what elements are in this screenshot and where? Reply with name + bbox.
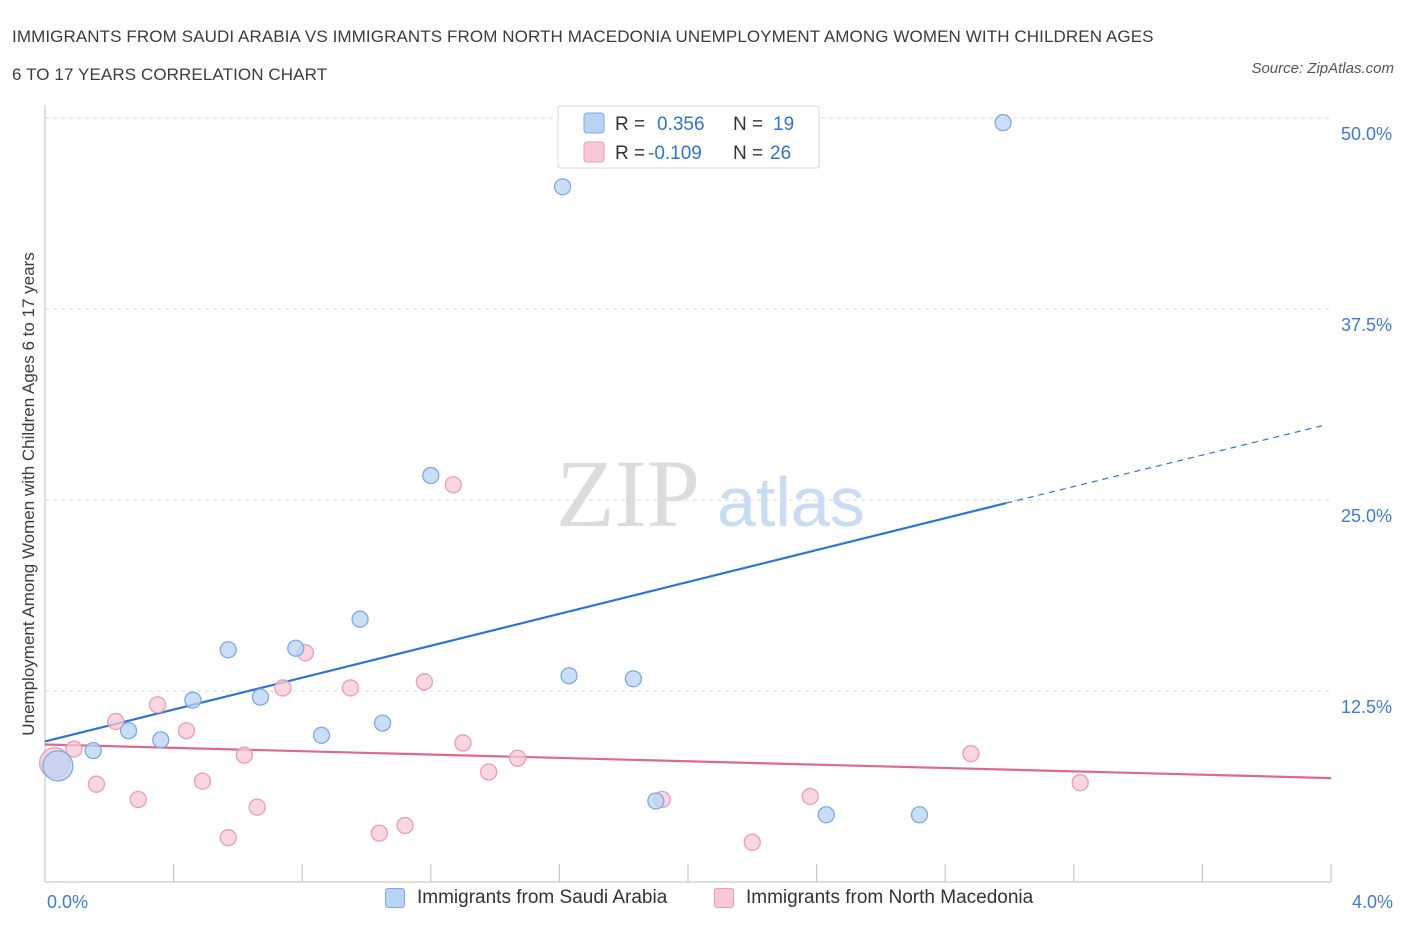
series-legend: Immigrants from Saudi Arabia Immigrants … [0,887,1406,917]
legend-n-value-1: 19 [773,114,794,135]
point-north-macedonia [65,740,83,758]
legend-item-saudi-arabia: Immigrants from Saudi Arabia [385,887,667,909]
trend-line-saudi-arabia [44,501,1007,743]
point-north-macedonia [177,722,196,740]
point-saudi-arabia [152,731,170,749]
point-north-macedonia [801,787,819,806]
y-tick-label: 37.5% [1341,315,1392,335]
point-north-macedonia [480,763,498,781]
grid-lines [45,117,1331,692]
point-north-macedonia [219,829,237,847]
legend-swatch-blue [583,112,605,134]
point-north-macedonia [341,679,360,697]
point-north-macedonia [87,775,106,793]
point-north-macedonia [454,734,472,752]
x-tick-label-min: 0.0% [47,892,88,912]
legend-r-value-2: -0.109 [648,143,702,164]
point-north-macedonia [129,790,147,809]
point-north-macedonia [396,816,414,835]
point-saudi-arabia [910,806,929,824]
watermark-atlas: atlas [717,463,865,541]
point-saudi-arabia [119,722,138,740]
point-north-macedonia [193,772,212,790]
point-north-macedonia [743,833,761,851]
legend-n-value-2: 26 [770,143,791,164]
legend-label-saudi-arabia: Immigrants from Saudi Arabia [417,887,668,908]
y-tick-label: 12.5% [1341,697,1392,717]
point-saudi-arabia [251,688,270,706]
point-saudi-arabia [84,741,102,760]
legend-n-label-1: N = [733,114,763,135]
y-tick-label: 25.0% [1341,506,1392,526]
point-north-macedonia [107,712,125,731]
legend-swatch-north-macedonia [714,888,734,908]
y-axis-label: Unemployment Among Women with Children A… [19,252,38,736]
trend-line-north-macedonia [44,743,1332,780]
point-saudi-arabia [553,178,572,196]
point-north-macedonia [962,744,980,763]
chart-title: IMMIGRANTS FROM SAUDI ARABIA VS IMMIGRAN… [12,27,1154,84]
x-tick-label-max: 4.0% [1352,892,1393,912]
point-saudi-arabia [624,670,642,688]
trend-line-saudi-arabia-extension [1006,424,1325,504]
point-saudi-arabia [287,639,305,657]
point-north-macedonia [444,476,462,494]
point-saudi-arabia [184,691,202,709]
legend-r-value-1: 0.356 [657,114,705,135]
point-north-macedonia [235,746,253,764]
point-saudi-arabia [312,726,331,744]
legend-n-label-2: N = [733,143,763,164]
watermark-zip: ZIP [556,440,700,547]
point-saudi-arabia [817,806,835,824]
data-points [38,113,1089,851]
y-tick-label: 50.0% [1341,124,1392,144]
point-north-macedonia [370,824,389,842]
trend-lines [44,424,1332,780]
source-label: Source: ZipAtlas.com [1251,60,1394,77]
legend-label-north-macedonia: Immigrants from North Macedonia [746,887,1034,908]
point-north-macedonia [1071,774,1089,792]
zipatlas-watermark: ZIP atlas [556,440,865,547]
point-saudi-arabia [219,641,237,659]
point-saudi-arabia [560,667,578,685]
point-north-macedonia [148,696,167,714]
point-north-macedonia [274,679,292,697]
point-north-macedonia [248,798,266,816]
legend-swatch-saudi-arabia [385,888,405,908]
point-saudi-arabia [373,714,392,732]
legend-swatch-pink [583,141,605,163]
correlation-legend: R = 0.356 N = 19 R = -0.109 N = 26 [557,105,820,169]
legend-r-label-2: R = [615,143,645,164]
point-saudi-arabia [351,610,369,628]
legend-r-label-1: R = [615,114,645,135]
point-north-macedonia [415,673,434,691]
point-north-macedonia [508,749,527,767]
point-saudi-arabia [647,792,665,810]
point-saudi-arabia [422,466,440,485]
point-saudi-arabia [42,750,74,782]
point-saudi-arabia [994,113,1012,132]
legend-item-north-macedonia: Immigrants from North Macedonia [714,887,1033,909]
